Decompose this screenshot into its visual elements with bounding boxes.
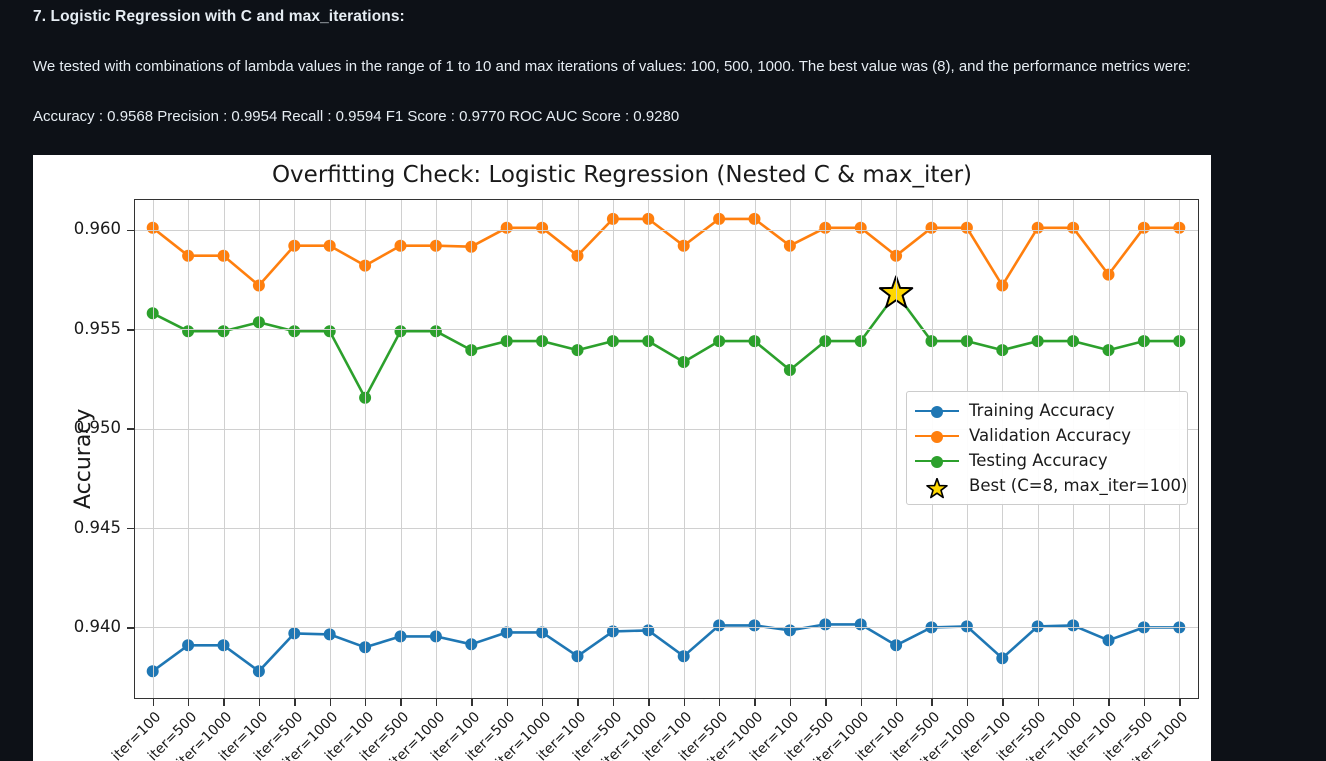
gridline-horizontal	[135, 528, 1198, 529]
gridline-vertical	[188, 200, 190, 698]
gridline-vertical	[471, 200, 473, 698]
legend-line-marker-icon	[915, 403, 959, 419]
x-axis-tick-mark	[1179, 699, 1181, 706]
gridline-vertical	[896, 200, 898, 698]
gridline-vertical	[294, 200, 296, 698]
x-axis-tick-mark	[152, 699, 155, 706]
legend-item-label: Testing Accuracy	[969, 451, 1108, 470]
y-axis-tick-mark	[127, 527, 134, 530]
x-axis-tick-mark	[1037, 699, 1040, 706]
x-axis-tick-mark	[931, 699, 933, 706]
gridline-vertical	[860, 200, 862, 698]
gridline-vertical	[365, 200, 367, 698]
chart-legend: Training Accuracy Validation Accuracy Test…	[906, 391, 1188, 505]
x-axis-tick-mark	[294, 699, 296, 706]
section-heading: 7. Logistic Regression with C and max_it…	[33, 8, 405, 25]
y-axis-tick-label: 0.960	[73, 219, 121, 239]
gridline-horizontal	[135, 329, 1198, 331]
y-axis-tick-mark	[127, 329, 134, 331]
series-line	[151, 292, 1181, 400]
legend-item[interactable]: Training Accuracy	[915, 398, 1177, 423]
y-axis-tick-label: 0.955	[73, 318, 121, 338]
x-axis-tick-mark	[329, 699, 332, 706]
series-line	[151, 623, 1181, 673]
x-axis-tick-mark	[718, 699, 721, 706]
plot-area	[134, 199, 1199, 699]
gridline-vertical	[258, 200, 260, 698]
legend-line-marker-icon	[915, 428, 959, 444]
x-axis-tick-mark	[223, 699, 225, 706]
legend-item-label: Validation Accuracy	[969, 426, 1132, 445]
legend-dot	[931, 430, 943, 443]
gridline-vertical	[329, 200, 331, 698]
gridline-vertical	[648, 200, 650, 698]
gridline-vertical	[506, 200, 508, 698]
x-axis-tick-mark	[506, 699, 509, 706]
x-axis-tick-mark	[541, 699, 544, 706]
x-axis-tick-mark	[1108, 699, 1110, 706]
legend-dot	[931, 455, 943, 468]
chart-figure: Overfitting Check: Logistic Regression (…	[33, 155, 1211, 761]
x-axis-tick-mark	[364, 699, 367, 706]
gridline-vertical	[223, 200, 225, 698]
x-axis-tick-mark	[683, 699, 686, 706]
x-axis-tick-mark	[648, 699, 650, 706]
performance-metrics-line: Accuracy : 0.9568 Precision : 0.9954 Rec…	[33, 108, 680, 125]
gridline-vertical	[612, 200, 614, 698]
chart-title: Overfitting Check: Logistic Regression (…	[271, 162, 973, 188]
x-axis-tick-mark	[1002, 699, 1004, 706]
x-axis-tick-mark	[1143, 699, 1146, 706]
legend-star-icon	[915, 477, 959, 498]
y-axis-tick-label: 0.945	[73, 517, 121, 537]
y-axis-tick-label: 0.950	[73, 418, 121, 438]
x-axis-tick-mark	[187, 699, 190, 706]
document-text-block: 7. Logistic Regression with C and max_it…	[33, 0, 1243, 128]
legend-line-marker-icon	[915, 453, 959, 469]
y-axis-tick-mark	[127, 428, 134, 430]
x-axis-tick-mark	[258, 699, 261, 706]
legend-dot	[931, 405, 943, 418]
y-axis-tick-mark	[127, 229, 134, 232]
gridline-vertical	[542, 200, 544, 698]
legend-item-label: Training Accuracy	[969, 401, 1115, 420]
gridline-vertical	[825, 200, 827, 698]
gridline-vertical	[577, 200, 579, 698]
x-axis-tick-mark	[1072, 699, 1075, 706]
gridline-vertical	[754, 200, 756, 698]
gridline-horizontal	[135, 627, 1198, 629]
x-axis-tick-mark	[789, 699, 792, 706]
gridline-vertical	[400, 200, 402, 698]
gridline-vertical	[719, 200, 721, 698]
y-axis-tick-label: 0.940	[73, 617, 121, 637]
y-axis-tick-mark	[127, 627, 134, 629]
gridline-vertical	[683, 200, 685, 698]
x-axis-tick-mark	[435, 699, 438, 706]
x-axis-tick-mark	[860, 699, 863, 706]
gridline-horizontal	[135, 229, 1198, 231]
x-axis-tick-mark	[825, 699, 827, 706]
section-paragraph: We tested with combinations of lambda va…	[33, 58, 1191, 75]
legend-item-label: Best (C=8, max_iter=100)	[969, 476, 1188, 495]
gridline-vertical	[789, 200, 791, 698]
gridline-horizontal	[135, 428, 1198, 430]
x-axis-tick-mark	[966, 699, 969, 706]
legend-item[interactable]: Testing Accuracy	[915, 448, 1177, 473]
gridline-vertical	[152, 200, 154, 698]
legend-item[interactable]: Validation Accuracy	[915, 423, 1177, 448]
gridline-vertical	[435, 200, 437, 698]
x-axis-tick-mark	[471, 699, 473, 706]
legend-item[interactable]: Best (C=8, max_iter=100)	[915, 473, 1188, 498]
x-axis-tick-mark	[754, 699, 756, 706]
x-axis-tick-mark	[400, 699, 402, 706]
x-axis-tick-mark	[577, 699, 579, 706]
x-axis-tick-mark	[895, 699, 898, 706]
x-axis-tick-mark	[612, 699, 615, 706]
